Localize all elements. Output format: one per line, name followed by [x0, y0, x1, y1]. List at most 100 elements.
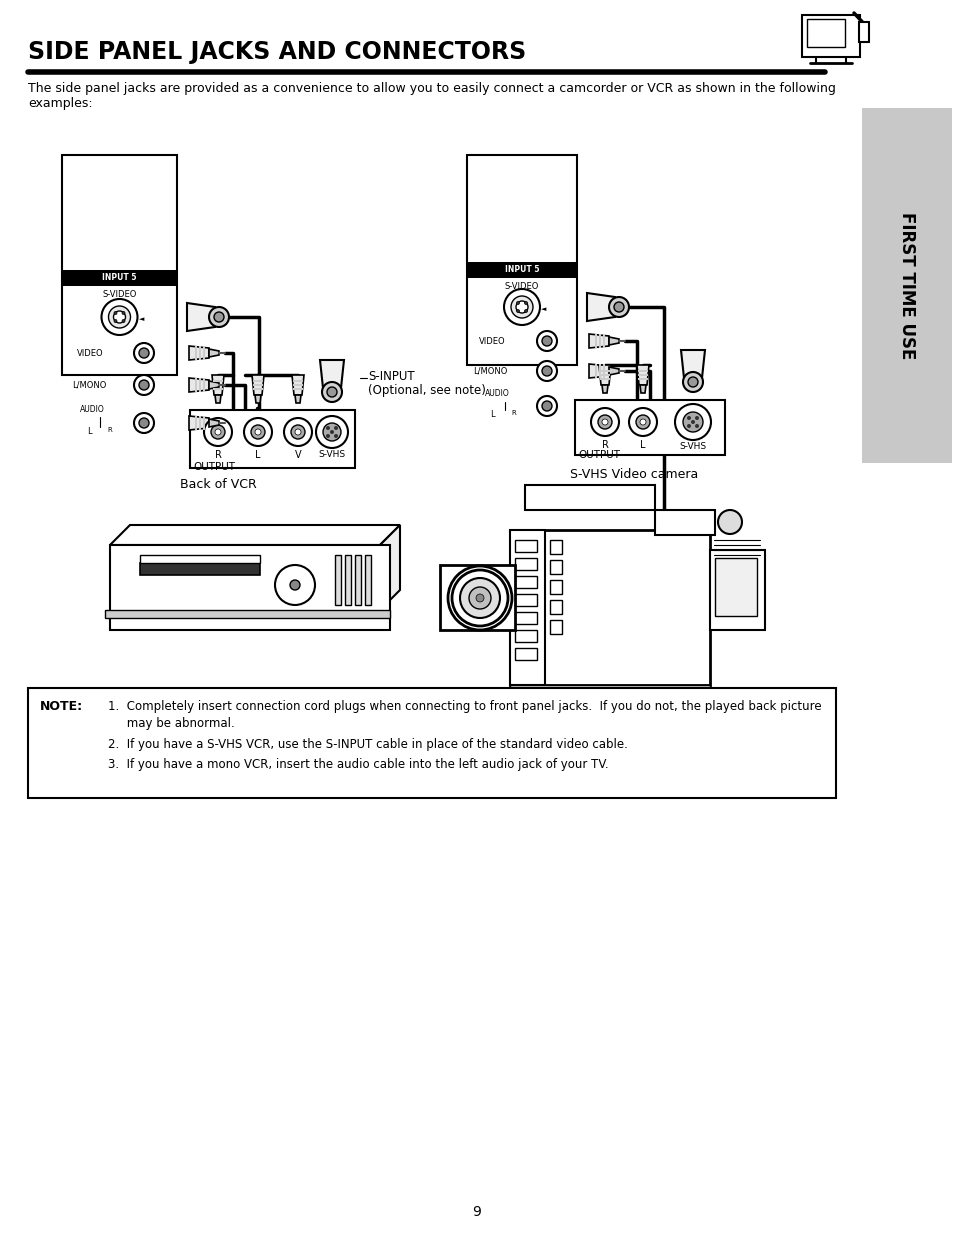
Polygon shape — [608, 367, 618, 375]
Bar — [335, 555, 340, 605]
Bar — [638, 378, 647, 380]
Text: NOTE:: NOTE: — [40, 700, 83, 713]
Bar — [575, 400, 724, 454]
Polygon shape — [187, 303, 214, 331]
Bar — [515, 540, 537, 552]
Circle shape — [695, 416, 699, 420]
Circle shape — [251, 425, 265, 438]
Bar — [213, 380, 223, 382]
Bar — [599, 378, 609, 380]
Bar — [199, 346, 201, 359]
Text: INPUT 5: INPUT 5 — [504, 266, 538, 274]
Circle shape — [244, 417, 272, 446]
Bar — [801, 15, 859, 57]
Bar — [515, 558, 537, 571]
Circle shape — [516, 301, 527, 312]
Text: Back of VCR: Back of VCR — [180, 478, 256, 492]
Bar — [510, 685, 709, 695]
Circle shape — [686, 424, 690, 429]
Polygon shape — [209, 419, 219, 427]
Bar — [638, 374, 647, 375]
Circle shape — [213, 312, 224, 322]
Circle shape — [541, 401, 552, 411]
Text: OUTPUT: OUTPUT — [578, 450, 619, 459]
Circle shape — [682, 412, 702, 432]
Circle shape — [330, 430, 334, 433]
Text: OUTPUT: OUTPUT — [193, 462, 234, 472]
Circle shape — [469, 587, 491, 609]
Circle shape — [601, 419, 607, 425]
Polygon shape — [639, 385, 645, 393]
Bar — [858, 22, 868, 42]
Bar — [194, 346, 196, 359]
Circle shape — [682, 372, 702, 391]
Circle shape — [209, 308, 229, 327]
Text: R: R — [107, 427, 112, 433]
Bar — [550, 620, 561, 634]
Bar — [806, 19, 844, 47]
Circle shape — [628, 408, 657, 436]
Text: L: L — [255, 450, 260, 459]
Circle shape — [204, 417, 232, 446]
Circle shape — [139, 348, 149, 358]
Bar — [365, 555, 371, 605]
Circle shape — [133, 343, 153, 363]
Circle shape — [139, 380, 149, 390]
Polygon shape — [189, 416, 209, 430]
Circle shape — [294, 429, 301, 435]
Bar — [510, 530, 544, 685]
Text: VIDEO: VIDEO — [478, 336, 505, 346]
Bar — [595, 333, 597, 348]
Text: R: R — [511, 410, 516, 416]
Circle shape — [254, 429, 261, 435]
Circle shape — [113, 311, 126, 324]
Text: may be abnormal.: may be abnormal. — [108, 718, 234, 730]
Bar — [602, 364, 604, 378]
Text: S-VHS: S-VHS — [679, 442, 706, 451]
Bar — [515, 594, 537, 606]
Circle shape — [695, 424, 699, 429]
Circle shape — [675, 404, 710, 440]
Circle shape — [139, 417, 149, 429]
Text: (Optional, see note): (Optional, see note) — [368, 384, 485, 396]
Text: L: L — [639, 440, 645, 450]
Circle shape — [323, 424, 340, 441]
Bar — [638, 370, 647, 372]
Bar — [203, 378, 205, 391]
Bar — [28, 688, 835, 798]
Bar — [515, 648, 537, 659]
Bar — [190, 410, 355, 468]
Bar — [213, 384, 223, 387]
Bar — [709, 550, 764, 630]
Bar — [105, 610, 390, 618]
Bar — [199, 378, 201, 391]
Circle shape — [541, 336, 552, 346]
Circle shape — [636, 415, 649, 429]
Polygon shape — [209, 350, 219, 357]
Bar — [110, 545, 390, 630]
Bar — [293, 380, 303, 382]
Bar — [140, 555, 260, 563]
Circle shape — [326, 426, 330, 430]
Bar — [253, 384, 263, 387]
Circle shape — [291, 425, 305, 438]
Bar — [253, 388, 263, 390]
Circle shape — [122, 311, 125, 315]
Circle shape — [476, 594, 483, 601]
Bar — [203, 416, 205, 430]
Text: L: L — [87, 427, 91, 436]
Text: L/MONO: L/MONO — [71, 380, 107, 389]
Circle shape — [113, 320, 117, 322]
Circle shape — [686, 416, 690, 420]
Bar — [345, 555, 351, 605]
Polygon shape — [586, 293, 615, 321]
Bar — [194, 416, 196, 430]
Text: S-VHS Video camera: S-VHS Video camera — [569, 468, 698, 480]
Text: ◄: ◄ — [540, 306, 546, 312]
Text: 3.  If you have a mono VCR, insert the audio cable into the left audio jack of y: 3. If you have a mono VCR, insert the au… — [108, 758, 608, 771]
Circle shape — [284, 417, 312, 446]
Bar — [550, 540, 561, 555]
Circle shape — [503, 289, 539, 325]
Text: 1.  Completely insert connection cord plugs when connecting to front panel jacks: 1. Completely insert connection cord plu… — [108, 700, 821, 713]
Circle shape — [524, 310, 527, 312]
